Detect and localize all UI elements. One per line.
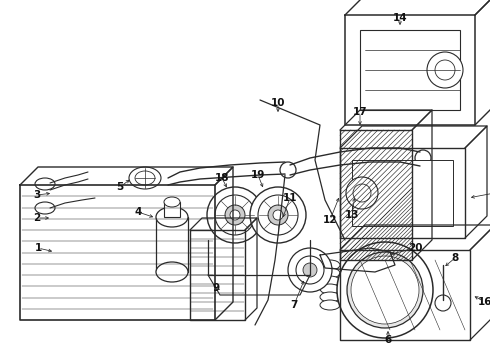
Circle shape [380,285,390,295]
Circle shape [225,205,245,225]
Text: 2: 2 [33,213,41,223]
Text: 6: 6 [384,335,392,345]
Circle shape [355,260,415,320]
Circle shape [215,195,255,235]
Text: 4: 4 [134,207,142,217]
Circle shape [337,242,433,338]
Ellipse shape [35,202,55,214]
Ellipse shape [320,260,340,270]
Ellipse shape [415,150,431,166]
Ellipse shape [156,262,188,282]
Circle shape [250,187,306,243]
Text: 3: 3 [33,190,41,200]
Text: 9: 9 [213,283,220,293]
Ellipse shape [35,178,55,190]
Ellipse shape [320,292,340,302]
Circle shape [207,187,263,243]
Text: 20: 20 [408,243,422,253]
Text: 14: 14 [392,13,407,23]
Circle shape [346,177,378,209]
Ellipse shape [164,197,180,207]
Ellipse shape [320,300,340,310]
Circle shape [375,280,395,300]
Circle shape [367,272,403,308]
Circle shape [303,263,317,277]
Circle shape [351,256,419,324]
Ellipse shape [280,162,296,178]
Text: 10: 10 [271,98,285,108]
Bar [156,217,188,272]
Bar [164,202,180,217]
Text: 5: 5 [117,182,123,192]
Circle shape [359,264,411,316]
Bar [360,30,460,110]
Text: 17: 17 [353,107,368,117]
Circle shape [427,52,463,88]
Circle shape [230,210,240,220]
Text: 8: 8 [451,253,459,263]
Ellipse shape [156,207,188,227]
Circle shape [435,295,451,311]
Circle shape [347,252,423,328]
Circle shape [435,60,455,80]
Text: 11: 11 [283,193,297,203]
Text: 18: 18 [215,173,229,183]
Ellipse shape [320,268,340,278]
Circle shape [258,195,298,235]
Text: 7: 7 [290,300,298,310]
Ellipse shape [320,276,340,286]
Bar [352,160,453,226]
Text: 16: 16 [478,297,490,307]
Text: 19: 19 [251,170,265,180]
Text: 1: 1 [34,243,42,253]
Ellipse shape [320,284,340,294]
Circle shape [296,256,324,284]
Circle shape [268,205,288,225]
Ellipse shape [135,171,155,185]
Circle shape [288,248,332,292]
Circle shape [273,210,283,220]
Text: 13: 13 [345,210,359,220]
Text: 12: 12 [323,215,337,225]
Circle shape [353,184,371,202]
Ellipse shape [129,167,161,189]
